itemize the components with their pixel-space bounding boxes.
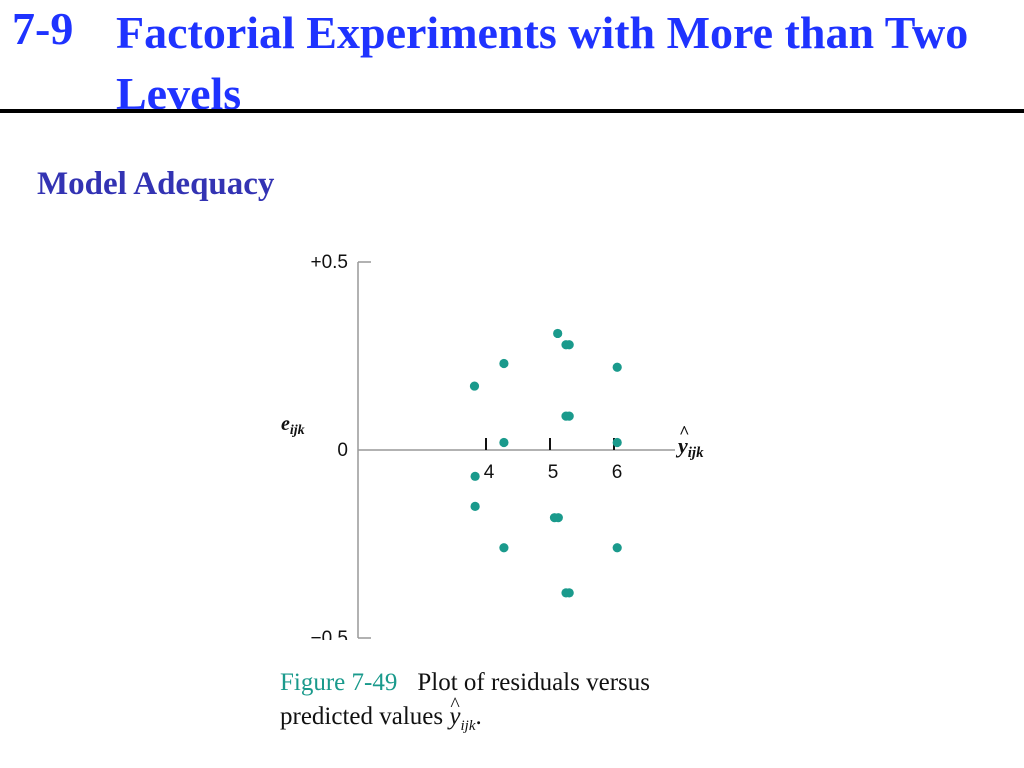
slide-title: Factorial Experiments with More than Two… [116, 7, 969, 119]
caption-symbol-subscript: ijk [460, 718, 476, 734]
data-point [470, 501, 480, 511]
data-point [499, 543, 509, 553]
figure-caption: Figure 7-49 Plot of residuals versus pred… [280, 666, 740, 743]
x-axis-label-hat: ^ [679, 422, 689, 442]
x-tick-label: 5 [548, 462, 559, 483]
y-tick-label: −0.5 [310, 628, 348, 640]
data-point [612, 543, 622, 553]
x-tick-label: 6 [612, 462, 623, 483]
residual-plot: +0.5 0 −0.5 4 5 6 eijk ^ yijk [270, 240, 730, 640]
data-point [612, 362, 622, 372]
y-tick-label: 0 [337, 440, 348, 461]
data-point [564, 411, 574, 421]
x-axis-label-subscript: ijk [688, 445, 704, 461]
hat-accent: ^ [450, 694, 460, 716]
caption-end: . [475, 703, 482, 730]
slide-header: 7-9 Factorial Experiments with More than… [0, 0, 1024, 119]
y-axis-label-subscript: ijk [290, 423, 305, 438]
section-number: 7-9 [12, 3, 74, 54]
data-point [612, 437, 622, 448]
data-point [564, 340, 574, 350]
y-axis-label-symbol: e [281, 413, 290, 435]
x-axis-label: yijk [675, 433, 704, 461]
axes-layer [357, 261, 675, 639]
data-point [553, 328, 563, 339]
caption-predicted-symbol: ^ yijk [449, 694, 476, 743]
data-point [499, 437, 509, 448]
x-tick-label: 4 [484, 462, 495, 483]
data-point [470, 471, 480, 481]
figure-label: Figure 7-49 [280, 669, 398, 696]
y-axis-label: eijk [281, 413, 305, 438]
header-divider [0, 109, 1024, 113]
data-point [553, 513, 563, 523]
data-point [499, 358, 509, 369]
y-tick-label: +0.5 [310, 252, 348, 273]
x-axis-label-symbol: y [675, 433, 688, 458]
data-point [469, 381, 480, 391]
data-point [564, 588, 574, 598]
caption-symbol: y [449, 703, 461, 730]
points-layer [469, 328, 622, 598]
caption-text: Plot of residuals versus predicted value… [280, 669, 650, 730]
section-subheading: Model Adequacy [37, 166, 275, 202]
